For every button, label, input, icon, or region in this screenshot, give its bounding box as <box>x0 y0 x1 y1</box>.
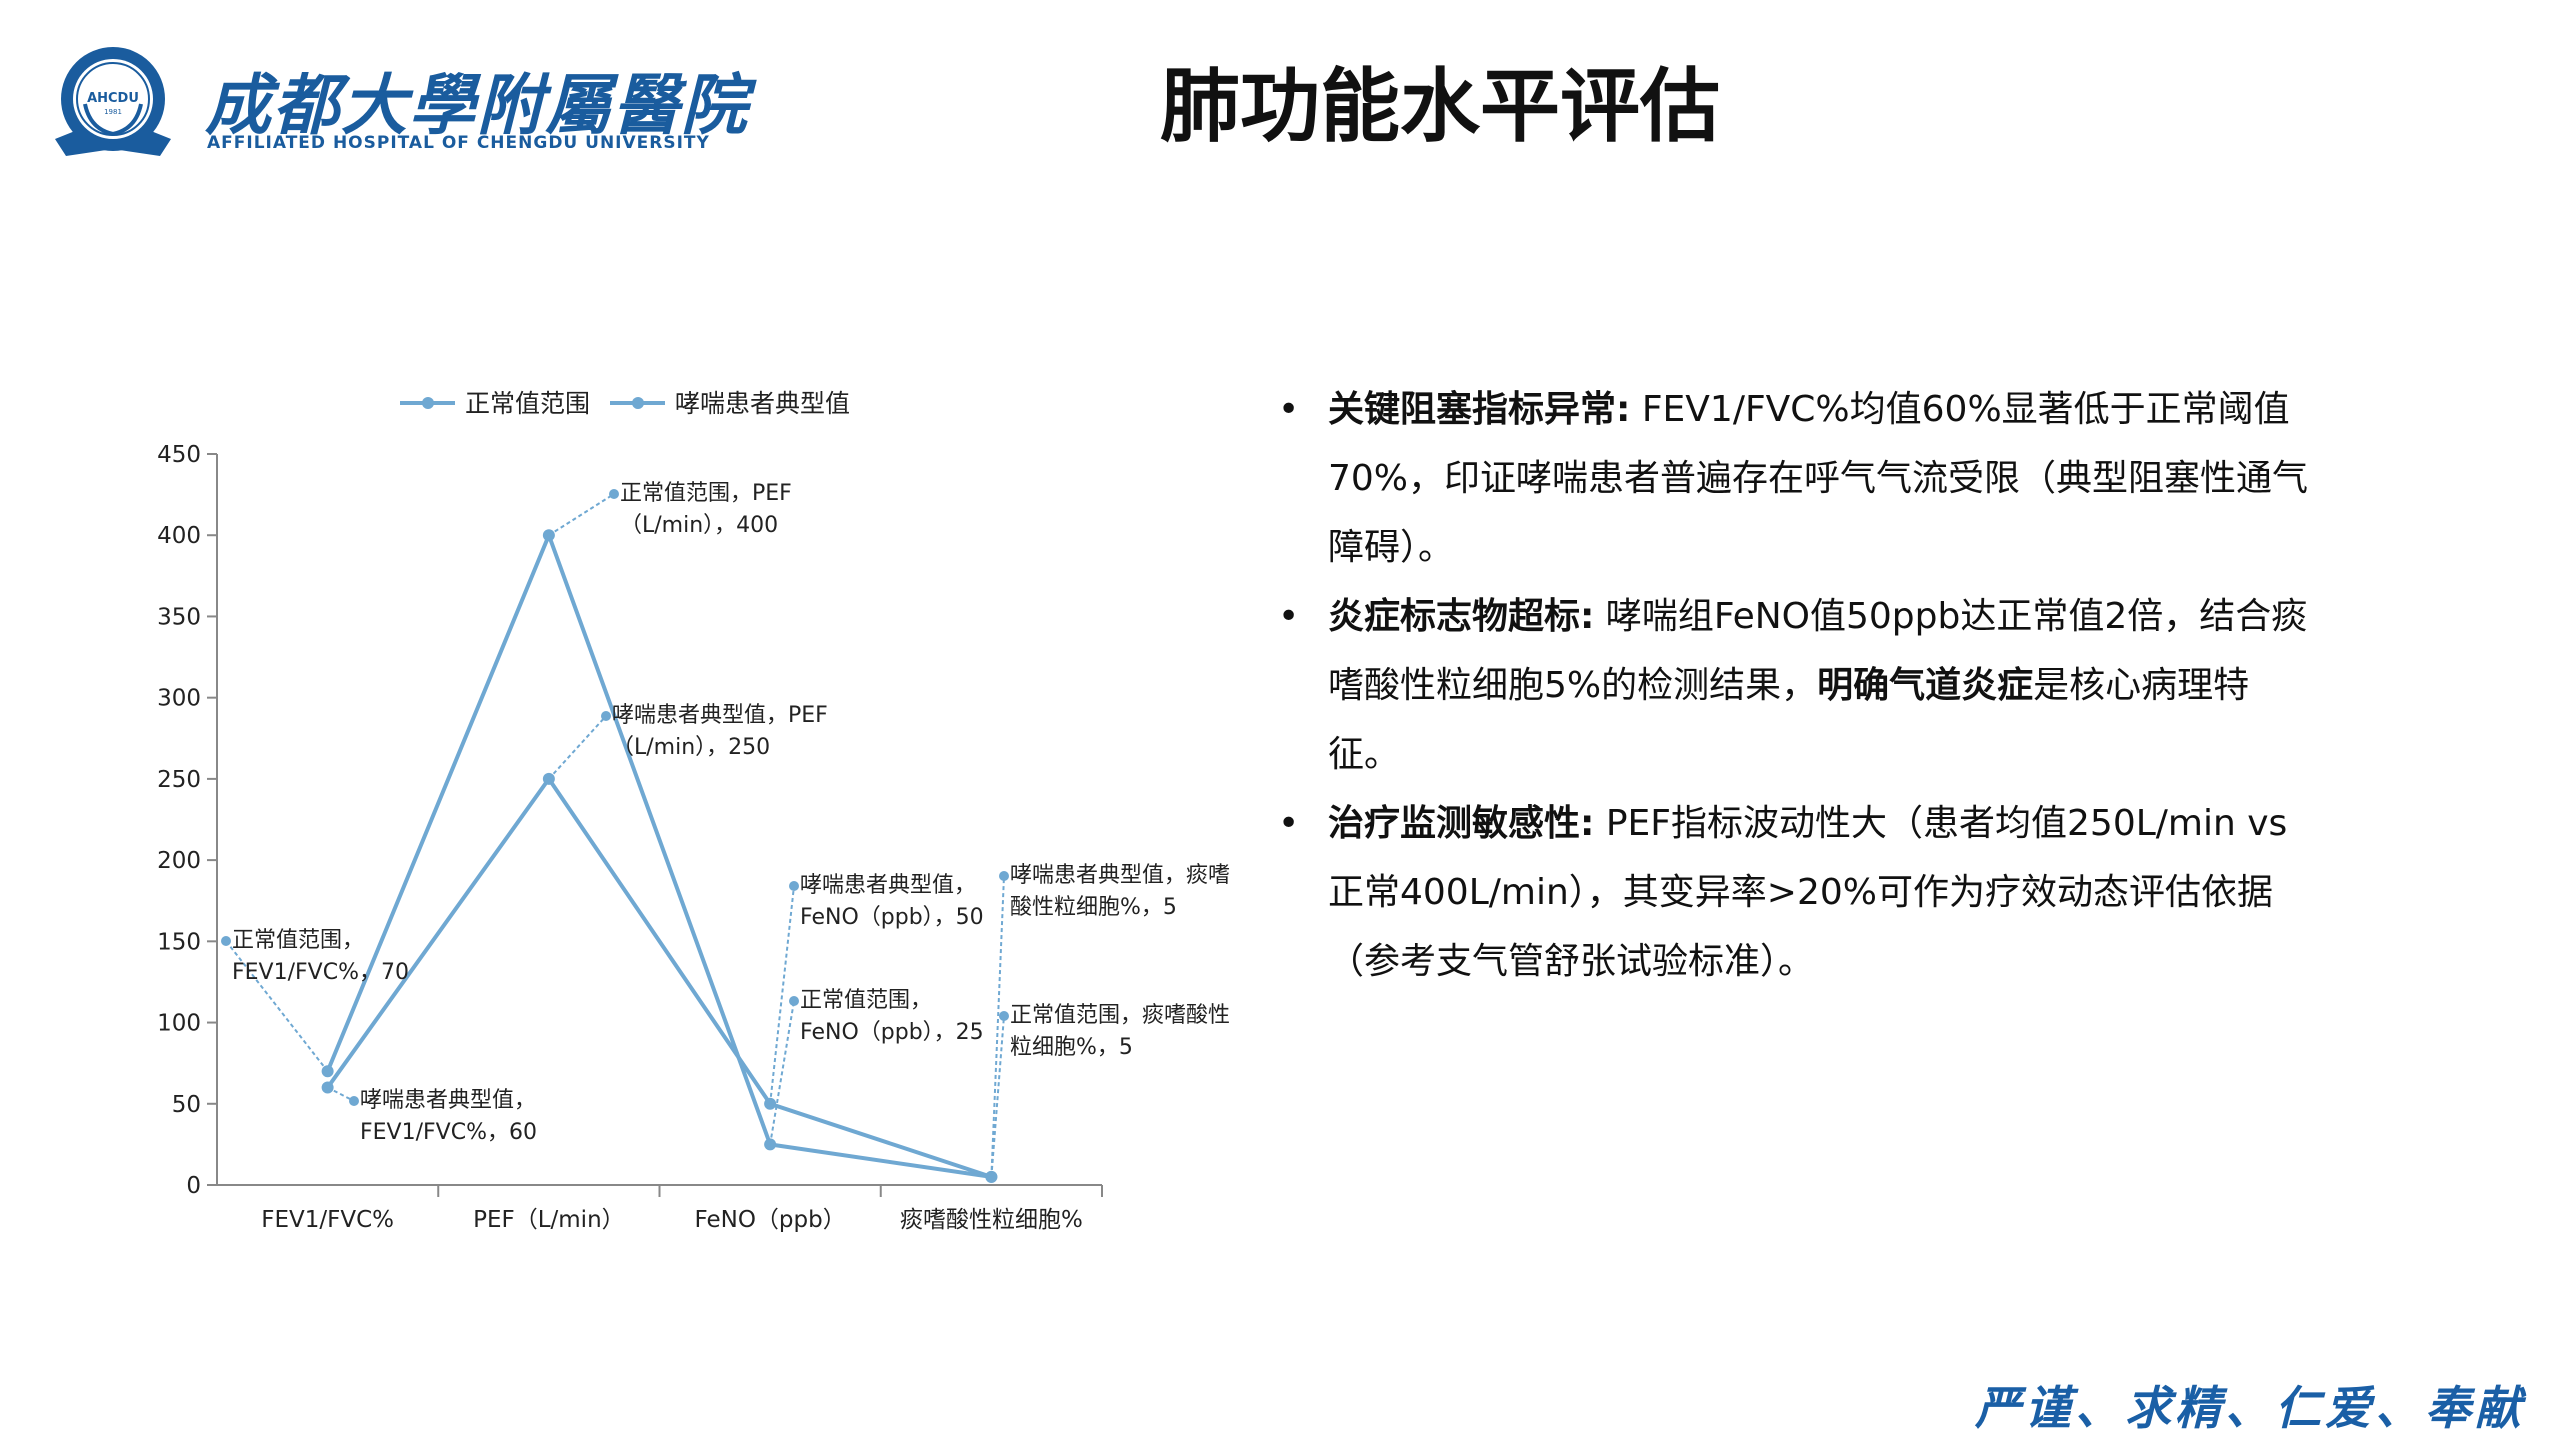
data-label: 正常值范围，痰嗜酸性粒细胞%，5 <box>1010 1003 1231 1060</box>
x-tick-label: 痰嗜酸性粒细胞% <box>900 1207 1083 1233</box>
legend-marker <box>632 397 644 409</box>
label-leader-marker <box>609 489 619 499</box>
label-leader-line <box>548 493 615 537</box>
page-title: 肺功能水平评估 <box>1160 60 1720 153</box>
data-label: 哮喘患者典型值，PEF（L/min），250 <box>612 703 828 760</box>
bullet-item: • 关键阻塞指标异常: FEV1/FVC%均值60%显著低于正常阈值70%，印证哮… <box>1278 389 2309 568</box>
legend-marker <box>422 397 434 409</box>
y-tick-label: 200 <box>157 848 201 874</box>
y-tick-label: 50 <box>172 1092 201 1118</box>
bullet-item: • 炎症标志物超标: 哮喘组FeNO值50ppb达正常值2倍，结合痰嗜酸性粒细胞5… <box>1278 596 2308 775</box>
bullet-emphasis: 明确气道炎症 <box>1817 665 2034 706</box>
bullet-text: FEV1/FVC%均值60%显著低于正常阈值70%，印证哮喘患者普遍存在呼气气流… <box>1328 389 2309 568</box>
data-label: 正常值范围，PEF（L/min），400 <box>620 481 792 538</box>
legend-label: 正常值范围 <box>465 389 590 418</box>
x-tick-label: PEF（L/min） <box>473 1207 625 1233</box>
y-tick-label: 400 <box>157 523 201 549</box>
y-tick-label: 150 <box>157 929 201 955</box>
svg-text:AHCDU: AHCDU <box>87 91 139 106</box>
label-leader-marker <box>221 936 231 946</box>
label-leader-marker <box>349 1096 359 1106</box>
bullet-text: 是核心病理特征。 <box>1328 665 2250 775</box>
hospital-emblem-logo: AHCDU 1981 <box>55 47 171 156</box>
bullet-heading: 治疗监测敏感性: <box>1328 803 1595 844</box>
bullet-heading: 炎症标志物超标: <box>1328 596 1595 637</box>
label-leader-marker <box>999 871 1009 881</box>
legend-label: 哮喘患者典型值 <box>675 389 850 418</box>
label-leader-marker <box>601 711 611 721</box>
bullet-list: • 关键阻塞指标异常: FEV1/FVC%均值60%显著低于正常阈值70%，印证哮… <box>1270 375 2320 996</box>
bullet-item: • 治疗监测敏感性: PEF指标波动性大（患者均值250L/min vs 正常40… <box>1278 803 2288 982</box>
line-chart: 0 50 100 150 200 250 300 350 400 450 FEV1/FVC% PEF（… <box>157 389 1103 1233</box>
bullet-text: PEF指标波动性大（患者均值250L/min vs 正常400L/min），其变… <box>1328 803 2288 982</box>
data-label: 哮喘患者典型值，FEV1/FVC%，60 <box>360 1088 537 1145</box>
data-label: 哮喘患者典型值，FeNO（ppb），50 <box>800 873 984 930</box>
data-label: 正常值范围，FeNO（ppb），25 <box>800 988 984 1045</box>
label-leader-line <box>990 1015 1005 1177</box>
y-tick-label: 350 <box>157 604 201 630</box>
svg-text:1981: 1981 <box>104 108 122 116</box>
label-leader-marker <box>789 881 799 891</box>
label-leader-line <box>548 715 607 780</box>
label-leader-marker <box>789 996 799 1006</box>
series-line <box>325 529 992 1179</box>
y-tick-label: 450 <box>157 442 201 468</box>
label-leader-line <box>769 885 795 1104</box>
y-tick-label: 300 <box>157 686 201 712</box>
hospital-motto: 严谨、求精、仁爱、奉献 <box>1975 1381 2525 1435</box>
data-label: 哮喘患者典型值，痰嗜酸性粒细胞%，5 <box>1010 863 1231 920</box>
data-label: 正常值范围，FEV1/FVC%，70 <box>232 928 409 985</box>
bullet-text: 哮喘组FeNO值50ppb达正常值2倍，结合痰嗜酸性粒细胞5%的检测结果， <box>1328 596 2308 706</box>
y-tick-label: 0 <box>186 1173 201 1199</box>
x-tick-label: FeNO（ppb） <box>695 1207 846 1233</box>
y-tick-label: 100 <box>157 1011 201 1037</box>
bullet-heading: 关键阻塞指标异常: <box>1328 389 1631 430</box>
label-leader-line <box>990 875 1005 1177</box>
x-tick-label: FEV1/FVC% <box>261 1207 394 1233</box>
hospital-name-cn: 成都大學附屬醫院 <box>205 66 749 144</box>
series-line <box>325 775 993 1179</box>
label-leader-line <box>769 1000 795 1145</box>
label-leader-marker <box>999 1011 1009 1021</box>
y-tick-label: 250 <box>157 767 201 793</box>
hospital-name-en: AFFILIATED HOSPITAL OF CHENGDU UNIVERSIT… <box>207 133 710 153</box>
